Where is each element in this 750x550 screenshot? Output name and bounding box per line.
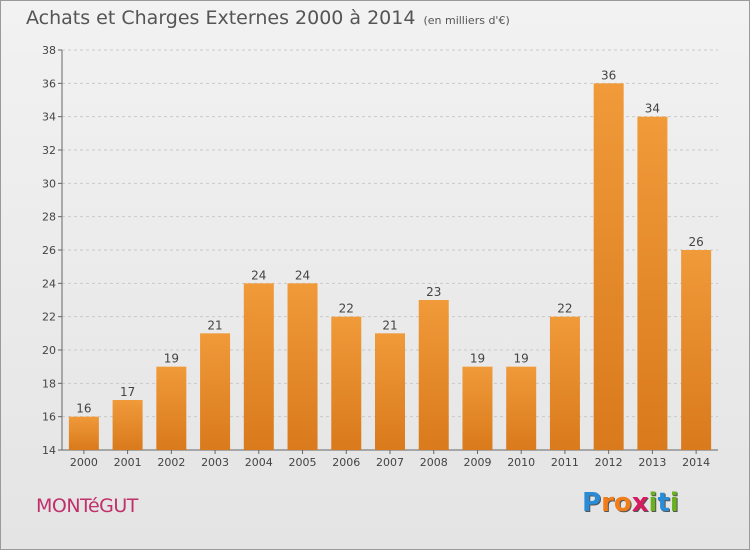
x-tick-label: 2006: [332, 456, 360, 469]
data-label: 34: [645, 102, 660, 116]
x-tick-label: 2002: [157, 456, 185, 469]
data-label: 22: [339, 302, 354, 316]
bar: [681, 250, 712, 450]
bar: [112, 400, 143, 450]
y-tick-label: 16: [42, 411, 56, 424]
logo-letter: i: [648, 488, 658, 518]
bar: [200, 333, 231, 450]
x-tick-label: 2005: [289, 456, 317, 469]
bar: [331, 316, 362, 450]
data-label: 21: [207, 318, 222, 332]
x-tick-label: 2014: [682, 456, 710, 469]
x-tick-label: 2003: [201, 456, 229, 469]
y-tick-label: 20: [42, 344, 56, 357]
data-label: 22: [557, 302, 572, 316]
y-tick-label: 38: [42, 44, 56, 57]
bar: [375, 333, 405, 450]
x-tick-label: 2008: [420, 456, 448, 469]
y-tick-label: 30: [42, 177, 56, 190]
x-tick-label: 2013: [638, 456, 666, 469]
data-label: 26: [688, 235, 703, 249]
data-label: 19: [470, 352, 485, 366]
data-label: 21: [382, 318, 397, 332]
y-tick-label: 34: [42, 111, 56, 124]
y-tick-label: 36: [42, 77, 56, 90]
data-label: 23: [426, 285, 441, 299]
x-tick-label: 2007: [376, 456, 404, 469]
bar: [418, 300, 449, 450]
logo-letter: t: [657, 488, 670, 518]
bar: [156, 366, 187, 450]
y-tick-label: 18: [42, 377, 56, 390]
bar: [243, 283, 274, 450]
x-tick-label: 2009: [463, 456, 491, 469]
data-label: 19: [164, 352, 179, 366]
data-label: 24: [295, 268, 310, 282]
y-tick-label: 14: [42, 444, 56, 457]
x-tick-label: 2012: [595, 456, 623, 469]
logo-letter: P: [582, 488, 602, 518]
x-tick-label: 2010: [507, 456, 535, 469]
bar: [549, 316, 580, 450]
y-tick-label: 28: [42, 211, 56, 224]
chart-subtitle: (en milliers d'€): [423, 14, 510, 27]
chart-title: Achats et Charges Externes 2000 à 2014 (e…: [26, 7, 510, 29]
bar: [287, 283, 318, 450]
logo-letter: o: [613, 488, 632, 518]
data-label: 16: [76, 402, 91, 416]
bar: [462, 366, 493, 450]
y-tick-label: 24: [42, 277, 56, 290]
logo-letter: i: [669, 488, 679, 518]
data-label: 24: [251, 268, 266, 282]
y-tick-label: 22: [42, 311, 56, 324]
title-text: Achats et Charges Externes 2000 à 2014: [26, 7, 416, 29]
logo-letter: x: [631, 488, 649, 518]
data-label: 19: [514, 352, 529, 366]
commune-name: MONTéGUT: [36, 495, 138, 517]
bar: [68, 416, 99, 450]
y-tick-label: 32: [42, 144, 56, 157]
x-tick-label: 2000: [70, 456, 98, 469]
bar: [506, 366, 537, 450]
x-tick-label: 2004: [245, 456, 273, 469]
data-label: 36: [601, 68, 616, 82]
x-tick-label: 2011: [551, 456, 579, 469]
bar: [593, 83, 624, 450]
bar: [637, 116, 668, 451]
data-label: 17: [120, 385, 135, 399]
logo-letter: r: [601, 488, 614, 518]
x-tick-label: 2001: [114, 456, 142, 469]
y-tick-label: 26: [42, 244, 56, 257]
proxiti-logo: Proxiti: [582, 488, 679, 518]
